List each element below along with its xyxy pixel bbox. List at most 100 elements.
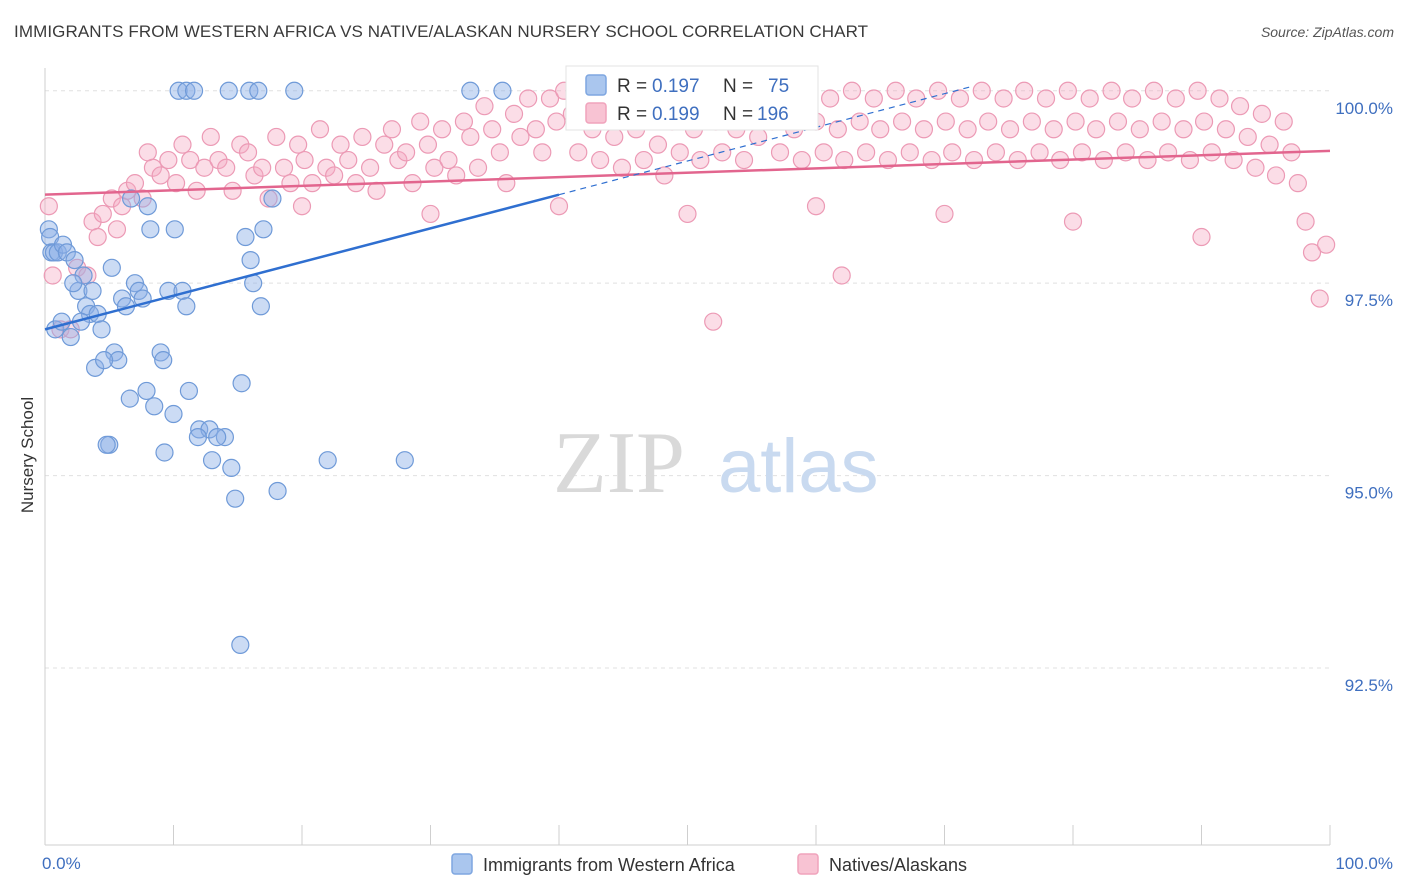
- natives-point-20: [173, 135, 192, 154]
- legend-swatch-immigrants: [585, 74, 607, 96]
- natives-point-64: [490, 143, 509, 162]
- series-immigrants-points: [39, 81, 512, 655]
- natives-point-50: [389, 150, 408, 170]
- natives-point-9: [102, 189, 121, 208]
- natives-point-180: [292, 197, 312, 216]
- immigrants-point-41: [202, 451, 222, 470]
- natives-point-116: [864, 89, 883, 108]
- bottom-legend-swatch-natives: [797, 853, 819, 875]
- immigrants-point-73: [74, 266, 93, 285]
- natives-point-114: [850, 112, 869, 131]
- natives-point-0: [39, 197, 58, 216]
- natives-point-23: [195, 158, 214, 177]
- y-tick-label-2: 95.0%: [1345, 484, 1393, 503]
- natives-point-8: [93, 204, 112, 224]
- natives-point-184: [806, 197, 826, 216]
- natives-point-89: [670, 143, 689, 162]
- bottom-legend-label-immigrants: Immigrants from Western Africa: [483, 855, 736, 875]
- immigrants-point-39: [190, 420, 209, 439]
- natives-point-106: [792, 150, 811, 170]
- natives-point-123: [914, 120, 934, 139]
- immigrants-point-49: [254, 220, 273, 239]
- natives-point-81: [612, 158, 632, 177]
- natives-point-148: [1094, 150, 1113, 170]
- natives-point-127: [943, 143, 962, 162]
- natives-point-35: [281, 174, 300, 193]
- immigrants-point-46: [241, 250, 260, 270]
- natives-point-47: [367, 181, 386, 200]
- natives-point-173: [1274, 112, 1293, 131]
- natives-point-188: [832, 266, 851, 285]
- natives-point-160: [1180, 150, 1200, 170]
- immigrants-point-38: [179, 381, 199, 401]
- natives-point-84: [634, 150, 653, 170]
- natives-point-45: [353, 127, 372, 147]
- natives-point-165: [1216, 120, 1236, 139]
- natives-point-46: [361, 158, 380, 177]
- natives-point-171: [1260, 135, 1279, 154]
- natives-point-144: [1066, 112, 1085, 131]
- natives-point-130: [964, 150, 984, 170]
- immigrants-point-70: [395, 451, 414, 470]
- immigrants-point-6: [285, 81, 304, 100]
- legend-n-value-0: 75: [768, 76, 789, 97]
- natives-point-183: [678, 204, 697, 224]
- natives-point-162: [1194, 112, 1214, 131]
- natives-point-62: [475, 97, 494, 116]
- natives-point-125: [928, 81, 948, 100]
- natives-point-38: [303, 174, 322, 193]
- natives-point-168: [1238, 127, 1257, 147]
- natives-point-67: [511, 127, 530, 147]
- natives-point-163: [1202, 143, 1221, 162]
- natives-point-68: [519, 89, 538, 108]
- natives-point-103: [770, 143, 790, 162]
- legend-n-label-0: N =: [723, 76, 753, 97]
- immigrants-point-64: [208, 428, 227, 447]
- natives-point-157: [1158, 143, 1178, 162]
- natives-point-176: [1296, 212, 1315, 231]
- source-label: Source: ZipAtlas.com: [1260, 24, 1394, 40]
- natives-point-25: [209, 150, 228, 170]
- natives-point-159: [1174, 120, 1193, 139]
- natives-point-56: [432, 120, 452, 139]
- watermark-atlas: atlas: [718, 424, 879, 509]
- immigrants-point-65: [226, 489, 245, 508]
- watermark: ZIP atlas: [553, 415, 879, 512]
- natives-point-78: [591, 150, 610, 170]
- natives-point-60: [461, 127, 480, 147]
- natives-point-63: [483, 120, 502, 139]
- immigrants-point-25: [109, 351, 128, 370]
- immigrants-point-74: [64, 274, 83, 293]
- legend-n-label-1: N =: [723, 104, 753, 125]
- immigrants-point-31: [141, 220, 160, 239]
- natives-point-1: [43, 266, 62, 285]
- natives-point-122: [907, 89, 926, 108]
- immigrants-point-3: [219, 81, 238, 100]
- natives-point-15: [138, 143, 157, 162]
- natives-point-72: [547, 112, 566, 131]
- natives-point-131: [972, 81, 991, 100]
- natives-point-189: [704, 312, 723, 331]
- natives-point-145: [1072, 143, 1092, 162]
- natives-point-37: [295, 150, 314, 170]
- natives-point-49: [382, 120, 402, 139]
- immigrants-point-62: [164, 404, 183, 424]
- immigrants-point-16: [65, 250, 84, 270]
- natives-point-186: [1063, 212, 1083, 231]
- immigrants-point-2: [184, 81, 204, 100]
- natives-point-92: [691, 150, 710, 170]
- natives-point-70: [533, 143, 552, 162]
- immigrants-point-37: [177, 297, 196, 316]
- natives-point-28: [231, 135, 250, 154]
- natives-point-66: [504, 104, 524, 123]
- natives-point-17: [151, 166, 170, 185]
- immigrants-point-5: [249, 81, 268, 100]
- legend-swatch-natives: [585, 102, 607, 124]
- natives-point-51: [396, 143, 416, 162]
- natives-point-167: [1230, 97, 1250, 116]
- natives-point-65: [497, 174, 516, 193]
- natives-point-98: [734, 150, 754, 170]
- natives-point-175: [1288, 174, 1307, 193]
- natives-point-118: [878, 150, 898, 170]
- immigrants-trend-extension: [558, 86, 971, 196]
